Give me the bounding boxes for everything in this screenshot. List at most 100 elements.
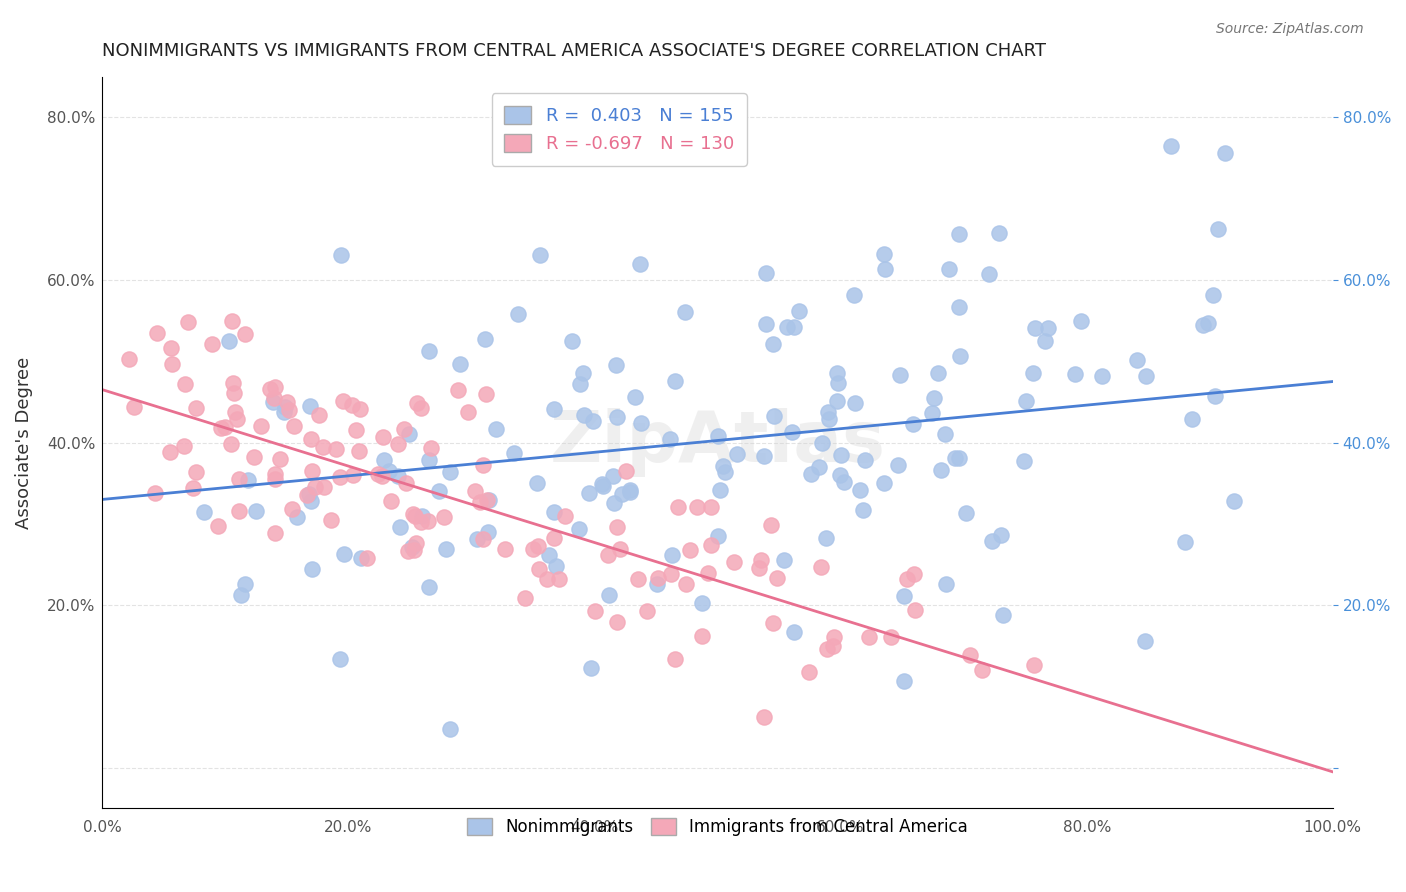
Point (723, 556, 745, 570)
Point (800, 467, 823, 481)
Point (1022, 658, 1045, 673)
Point (380, 494, 402, 508)
Point (283, 419, 305, 434)
Point (485, 422, 508, 436)
Point (472, 533, 495, 547)
Point (285, 510, 308, 524)
Point (173, 439, 195, 453)
Point (1202, 288, 1225, 302)
Point (159, 445, 181, 459)
Point (301, 562, 323, 576)
Point (418, 581, 440, 595)
Point (494, 542, 516, 557)
Point (666, 500, 689, 515)
Point (536, 572, 558, 586)
Point (401, 540, 423, 554)
Point (619, 483, 641, 497)
Point (224, 405, 246, 419)
Point (298, 399, 321, 413)
Point (395, 476, 418, 491)
Point (1135, 369, 1157, 384)
Point (855, 452, 877, 467)
Point (159, 341, 181, 355)
Point (818, 412, 841, 426)
Point (475, 387, 498, 401)
Point (263, 395, 285, 409)
Point (754, 449, 776, 463)
Point (889, 368, 911, 383)
Point (825, 393, 848, 408)
Point (378, 464, 401, 478)
Point (145, 485, 167, 500)
Point (1070, 314, 1092, 328)
Point (893, 674, 915, 689)
Point (832, 475, 855, 489)
Point (949, 349, 972, 363)
Point (896, 572, 918, 586)
Point (568, 377, 591, 392)
Point (160, 358, 183, 372)
Point (748, 561, 770, 575)
Point (814, 531, 837, 545)
Point (475, 493, 498, 508)
Point (1063, 367, 1085, 381)
Point (301, 464, 323, 478)
Point (955, 506, 977, 520)
Point (433, 510, 456, 524)
Point (173, 376, 195, 391)
Point (367, 467, 389, 481)
Point (817, 405, 839, 419)
Point (783, 319, 806, 334)
Point (332, 393, 354, 408)
Point (259, 382, 281, 396)
Point (229, 588, 252, 602)
Point (263, 391, 285, 405)
Point (404, 508, 426, 523)
Point (278, 403, 301, 417)
Point (416, 514, 439, 528)
Point (264, 525, 287, 540)
Point (574, 408, 596, 422)
Point (659, 567, 682, 582)
Point (981, 533, 1004, 548)
Point (371, 430, 394, 444)
Point (755, 317, 778, 331)
Point (990, 527, 1012, 541)
Point (529, 248, 551, 262)
Point (250, 418, 273, 433)
Point (398, 426, 420, 441)
Point (436, 542, 458, 557)
Point (402, 543, 425, 558)
Point (787, 304, 810, 318)
Point (1033, 334, 1056, 349)
Point (922, 391, 945, 405)
Point (645, 576, 668, 591)
Point (406, 395, 429, 409)
Point (214, 420, 236, 434)
Point (988, 226, 1011, 240)
Point (243, 450, 266, 464)
Point (299, 432, 322, 446)
Point (298, 486, 321, 500)
Point (606, 615, 628, 629)
Point (647, 571, 669, 585)
Point (281, 502, 304, 516)
Point (658, 432, 681, 446)
Point (402, 507, 425, 521)
Point (146, 326, 169, 340)
Point (543, 402, 565, 417)
Point (858, 630, 880, 644)
Point (225, 411, 247, 425)
Point (418, 343, 440, 358)
Point (392, 422, 415, 436)
Point (972, 663, 994, 677)
Point (628, 257, 651, 271)
Point (325, 442, 347, 456)
Point (773, 553, 796, 567)
Point (943, 450, 966, 465)
Point (222, 376, 245, 390)
Point (464, 483, 486, 498)
Point (636, 604, 658, 618)
Point (921, 406, 943, 420)
Point (1133, 633, 1156, 648)
